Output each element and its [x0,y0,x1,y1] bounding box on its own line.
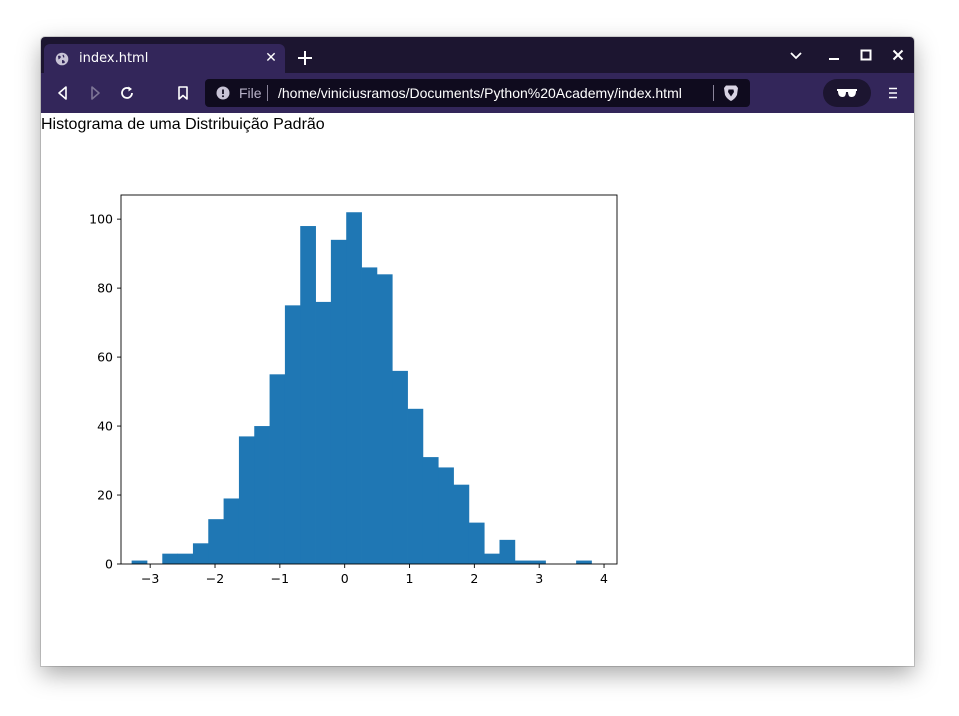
histogram-bar [208,519,224,564]
address-bar[interactable]: File /home/viniciusramos/Documents/Pytho… [205,79,750,107]
x-tick-label: 1 [406,571,414,586]
histogram-bar [162,553,179,564]
histogram-bar [392,370,408,564]
new-tab-icon[interactable] [296,49,314,67]
histogram-bar [407,408,424,564]
histogram-bar [514,560,531,564]
histogram-bar [468,522,485,564]
histogram-bar [254,426,270,564]
histogram-bar [300,226,316,564]
histogram-bar [484,553,500,564]
histogram-bar [269,374,286,564]
histogram-bar [177,553,194,564]
plot-frame [120,194,618,565]
histogram-bar [330,239,347,564]
browser-toolbar: File /home/viniciusramos/Documents/Pytho… [41,73,914,113]
y-tick-label: 60 [97,350,113,365]
histogram-bar [453,484,470,564]
histogram-bar [284,305,301,564]
y-tick-label: 40 [97,419,113,434]
url-text[interactable]: /home/viniciusramos/Documents/Python%20A… [278,85,682,101]
globe-icon [55,52,69,66]
back-icon[interactable] [54,84,72,102]
x-tick-label: 0 [341,571,349,586]
histogram-bar [361,267,378,564]
histogram-bar [192,543,209,564]
close-tab-icon[interactable]: ✕ [265,50,277,66]
url-divider-end [713,85,714,101]
histogram-bar [238,436,255,564]
histogram-bar [131,560,148,564]
url-scheme-label: File [239,85,262,101]
x-tick-label: −3 [141,571,159,586]
extension-button[interactable] [823,79,871,107]
y-tick-label: 100 [89,212,113,227]
bookmark-icon[interactable] [174,84,192,102]
browser-window: index.html ✕ [41,37,914,666]
menu-icon[interactable] [884,84,902,102]
histogram-bar [422,457,439,564]
tab-bar: index.html ✕ [41,37,914,73]
y-tick-label: 20 [97,488,113,503]
info-icon[interactable] [216,86,230,100]
x-tick-label: 3 [535,571,543,586]
x-tick-label: 4 [600,571,608,586]
sunglasses-icon [837,89,857,97]
histogram-bar [376,274,393,564]
x-tick-label: 2 [470,571,478,586]
chevron-down-icon[interactable] [787,46,805,64]
close-window-icon[interactable] [889,46,907,64]
page-heading: Histograma de uma Distribuição Padrão [41,116,325,133]
histogram-bar [530,560,546,564]
x-tick-label: −1 [271,571,289,586]
histogram-bar [315,301,332,564]
histogram-bar [438,467,454,564]
page-content: Histograma de uma Distribuição Padrão −3… [41,113,914,666]
brave-shield-icon[interactable] [723,84,739,102]
histogram-bar [223,498,240,564]
minimize-icon[interactable] [825,46,843,64]
x-tick-label: −2 [206,571,224,586]
histogram-bar [499,539,516,564]
url-divider [267,85,268,101]
tab-title: index.html [79,51,149,66]
tab-index[interactable]: index.html ✕ [44,44,285,73]
forward-icon[interactable] [86,84,104,102]
maximize-icon[interactable] [857,46,875,64]
reload-icon[interactable] [118,84,136,102]
y-tick-label: 0 [105,557,113,572]
histogram-bar [576,560,592,564]
y-tick-label: 80 [97,281,113,296]
histogram-bar [346,212,362,564]
